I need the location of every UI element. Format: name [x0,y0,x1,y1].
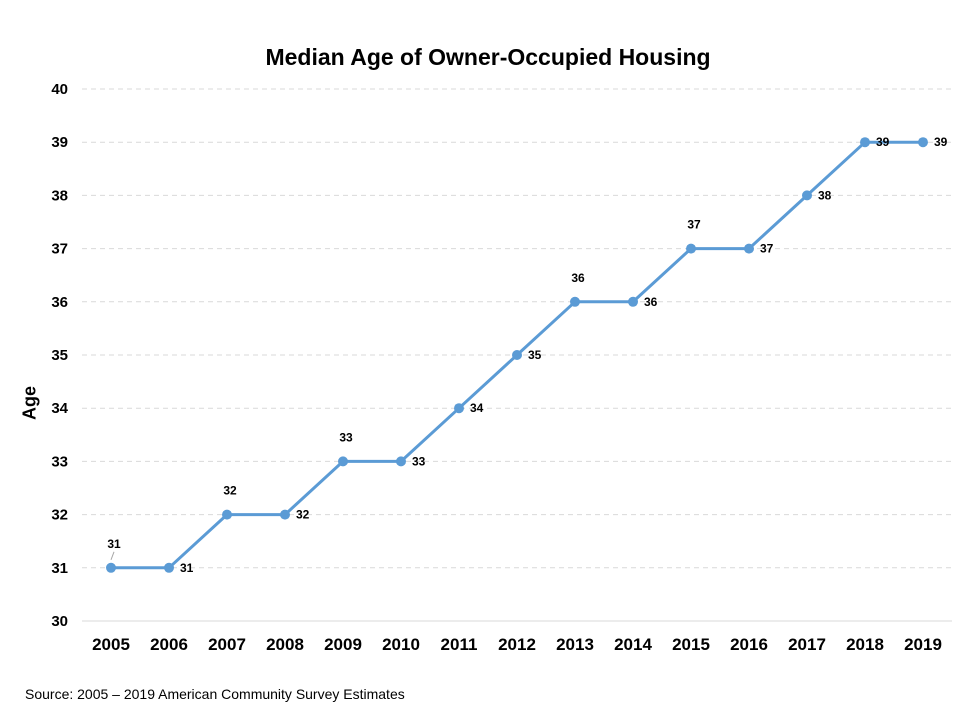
data-label: 37 [760,242,774,256]
y-tick-label: 38 [51,187,68,204]
x-tick-label: 2010 [382,635,420,654]
data-point [802,190,812,201]
x-tick-label: 2009 [324,635,362,654]
data-label: 31 [180,561,194,575]
data-label: 38 [818,188,832,202]
data-point [338,456,348,467]
data-point [280,509,290,520]
y-tick-label: 33 [51,453,68,470]
data-point [918,137,928,148]
x-tick-label: 2012 [498,635,536,654]
data-point [860,137,870,148]
data-label: 31 [107,537,121,551]
y-tick-label: 30 [51,613,68,630]
data-points [106,137,928,573]
y-tick-label: 37 [51,241,68,258]
data-label: 32 [296,508,310,522]
data-label: 33 [412,454,426,468]
x-tick-label: 2019 [904,635,942,654]
x-tick-label: 2018 [846,635,884,654]
y-tick-label: 35 [51,347,68,364]
y-tick-label: 31 [51,560,68,577]
data-labels: 31 31 32 32 33 33 34 35 36 36 37 37 38 39 39 [107,135,947,575]
data-point [570,296,580,307]
y-tick-label: 36 [51,294,68,311]
x-tick-label: 2006 [150,635,188,654]
x-tick-label: 2008 [266,635,304,654]
data-point [454,403,464,414]
x-tick-label: 2014 [614,635,652,654]
x-tick-label: 2005 [92,635,130,654]
data-label: 32 [223,484,237,498]
data-point [744,243,754,254]
data-label: 35 [528,348,542,362]
y-tick-label: 40 [51,81,68,98]
x-tick-label: 2017 [788,635,826,654]
data-point [396,456,406,467]
data-point [222,509,232,520]
data-label: 33 [339,430,353,444]
y-tick-label: 32 [51,507,68,524]
data-label: 36 [644,295,658,309]
data-point [106,562,116,573]
y-tick-labels: 30 31 32 33 34 35 36 37 38 39 40 [51,81,68,630]
data-label-leader [110,551,115,560]
source-note: Source: 2005 – 2019 American Community S… [25,686,405,702]
data-point [686,243,696,254]
data-label: 36 [571,271,585,285]
x-tick-label: 2007 [208,635,246,654]
x-tick-label: 2015 [672,635,710,654]
data-label: 37 [687,218,701,232]
x-tick-label: 2011 [441,635,478,654]
data-point [164,562,174,573]
y-tick-label: 34 [51,400,68,417]
data-label: 39 [876,135,890,149]
y-tick-label: 39 [51,134,68,151]
data-label: 39 [934,135,948,149]
x-tick-label: 2016 [730,635,768,654]
data-point [512,350,522,360]
x-tick-label: 2013 [556,635,594,654]
data-label: 34 [470,401,484,415]
x-tick-labels: 2005 2006 2007 2008 2009 2010 2011 2012 2013 2014… [92,635,942,654]
chart-title: Median Age of Owner-Occupied Housing [265,44,711,70]
data-point [628,296,638,307]
